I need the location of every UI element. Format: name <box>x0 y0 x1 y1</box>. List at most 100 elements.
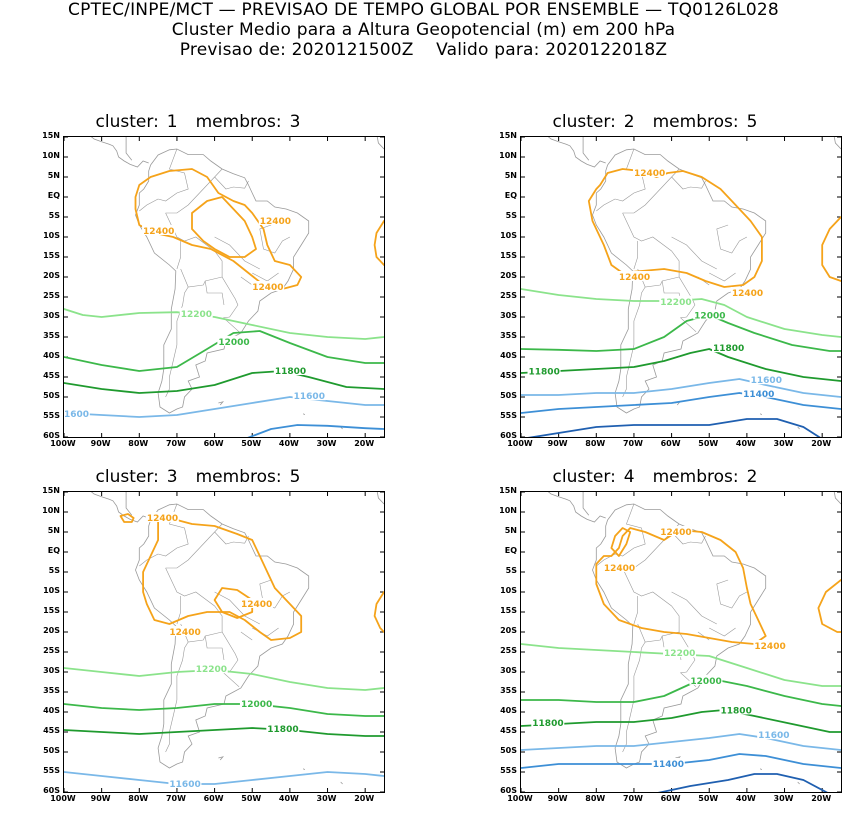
contour-label-bg <box>712 342 745 353</box>
contour-label: 11600 <box>169 780 200 790</box>
contour-label-bg <box>142 225 176 235</box>
lat-tick-label: 45S <box>500 726 517 735</box>
contour-label: 12400 <box>169 628 200 638</box>
lat-tick-label: 40S <box>500 351 517 360</box>
country-border <box>204 635 225 661</box>
contour-line <box>64 370 384 394</box>
country-border <box>214 531 249 545</box>
country-border <box>633 596 638 625</box>
lon-tick-label: 90W <box>547 794 568 803</box>
lon-tick-label: 100W <box>50 439 76 448</box>
lon-tick-label: 70W <box>622 439 643 448</box>
country-border <box>622 641 646 753</box>
contour-label-bg <box>258 215 292 225</box>
contour-label-bg <box>693 309 727 320</box>
contour-line <box>521 709 841 733</box>
contour-label: 12400 <box>634 169 665 179</box>
island <box>302 768 306 770</box>
country-border <box>176 241 181 270</box>
lat-tick-label: 45S <box>43 371 60 380</box>
africa-coastline <box>833 492 841 505</box>
lon-tick-label: 50W <box>698 794 719 803</box>
contour-label-bg <box>730 287 764 297</box>
contour-label: 12000 <box>690 677 721 687</box>
country-border <box>165 641 189 753</box>
contour-line <box>191 196 257 258</box>
members-number: 3 <box>289 112 301 132</box>
contour-label: 11800 <box>532 719 563 729</box>
lat-tick-label: 5S <box>505 211 517 220</box>
contour-label: 12400 <box>147 514 178 524</box>
contour-label-bg <box>749 374 783 385</box>
country-border <box>709 627 736 637</box>
lat-tick-label: 20S <box>43 626 60 635</box>
lon-tick-label: 60W <box>660 794 681 803</box>
contour-label-bg <box>659 526 693 536</box>
lat-tick-label: 25S <box>500 291 517 300</box>
contour-line <box>521 392 841 414</box>
lat-tick-label: 15S <box>500 251 517 260</box>
contour-label-bg <box>663 647 697 658</box>
country-border <box>214 176 249 190</box>
contour-label: 11400 <box>743 390 774 400</box>
country-border <box>204 280 225 306</box>
contour-label-bg <box>217 335 251 346</box>
lat-tick-label: EQ <box>47 546 60 555</box>
lat-tick-label: 25S <box>43 291 60 300</box>
lat-tick-label: 30S <box>500 666 517 675</box>
lat-tick-label: 30S <box>500 311 517 320</box>
lon-tick-label: 50W <box>241 794 262 803</box>
header-line-3: Previsao de: 2020121500Z Valido para: 20… <box>179 40 668 60</box>
central-america-coastline <box>90 492 149 523</box>
map-svg: 12400 12400 12400 12200 12000 11800 11800 11600… <box>521 492 841 792</box>
members-label: membros: <box>652 112 739 132</box>
lat-tick-label: 10S <box>500 586 517 595</box>
contour-label: 12400 <box>241 600 272 610</box>
cluster-number: 1 <box>166 112 178 132</box>
lat-tick-label: 10N <box>42 151 60 160</box>
central-america-coastline <box>547 492 606 523</box>
contour-label-bg <box>239 598 273 608</box>
lat-tick-label: 60S <box>500 786 517 795</box>
lat-tick-label: 55S <box>500 411 517 420</box>
lon-tick-label: 40W <box>278 794 299 803</box>
members-number: 5 <box>746 112 758 132</box>
lat-tick-label: 50S <box>500 746 517 755</box>
country-border <box>180 268 223 288</box>
island <box>340 781 343 785</box>
contour-label: 1600 <box>64 410 89 420</box>
lat-tick-label: 40S <box>43 706 60 715</box>
contour-line <box>64 727 384 737</box>
contour-line <box>587 168 763 288</box>
lat-tick-label: 45S <box>43 726 60 735</box>
contour-label: 12400 <box>143 227 174 237</box>
country-border <box>615 503 646 557</box>
country-border <box>622 567 697 688</box>
contour-label: 12400 <box>252 283 283 293</box>
cluster-panel-4: cluster: 4 membros: 2 15N 10N 5N EQ 5S 10S 15S 20S 2… <box>465 467 845 827</box>
lat-tick-label: 15S <box>43 251 60 260</box>
country-border <box>622 286 646 398</box>
map-svg: 12400 12400 12400 12200 12000 11800 11600 1600 <box>64 137 384 437</box>
island <box>759 413 763 415</box>
cluster-panel-1: cluster: 1 membros: 3 15N 10N 5N EQ 5S 10S 15S 20S 2… <box>8 112 388 472</box>
lat-tick-label: 50S <box>500 391 517 400</box>
lon-tick-label: 100W <box>50 794 76 803</box>
country-border <box>671 531 706 545</box>
africa-coastline <box>376 492 384 505</box>
contour-line <box>373 591 384 633</box>
lat-tick-label: 55S <box>43 411 60 420</box>
lon-tick-label: 30W <box>316 439 337 448</box>
contour-label: 11800 <box>713 344 744 354</box>
contour-label: 12400 <box>754 642 785 652</box>
lat-tick-label: 5S <box>48 566 60 575</box>
lon-tick-label: 90W <box>547 439 568 448</box>
lon-tick-label: 30W <box>316 794 337 803</box>
lon-tick-label: 100W <box>507 794 533 803</box>
lon-tick-label: 50W <box>241 439 262 448</box>
lat-tick-label: 5N <box>504 526 517 535</box>
lat-tick-label: 60S <box>43 786 60 795</box>
contour-label-bg <box>659 295 693 306</box>
contour-label-bg <box>194 663 228 674</box>
country-border <box>671 591 717 625</box>
